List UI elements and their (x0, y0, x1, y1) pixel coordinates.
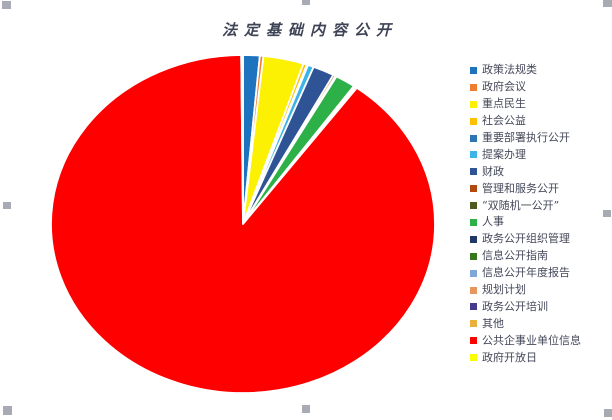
legend-swatch (470, 185, 477, 193)
legend-swatch (470, 151, 477, 159)
legend-item-4[interactable]: 社会公益 (470, 113, 581, 130)
selection-handle-bottom-left[interactable] (3, 406, 12, 415)
legend-item-5[interactable]: 重要部署执行公开 (470, 130, 581, 147)
selection-handle-bottom-right[interactable] (604, 409, 612, 417)
legend-swatch (470, 320, 477, 328)
legend-item-8[interactable]: 管理和服务公开 (470, 180, 581, 197)
legend-label: 其他 (482, 316, 504, 330)
legend-label: 人事 (482, 215, 504, 229)
legend-item-18[interactable]: 政府开放日 (470, 349, 581, 366)
legend-item-11[interactable]: 政务公开组织管理 (470, 231, 581, 248)
legend-item-6[interactable]: 提案办理 (470, 146, 581, 163)
legend-item-3[interactable]: 重点民生 (470, 96, 581, 113)
legend-swatch (470, 252, 477, 260)
legend-label: 规划计划 (482, 283, 526, 297)
legend-label: 信息公开年度报告 (482, 266, 570, 280)
selection-handle-top-left[interactable] (2, 1, 11, 9)
legend-label: 政务公开培训 (482, 299, 548, 313)
legend-label: 政务公开组织管理 (482, 232, 570, 246)
legend-swatch (470, 83, 477, 91)
legend-item-9[interactable]: “双随机一公开” (470, 197, 581, 214)
legend-label: 社会公益 (482, 114, 526, 128)
legend-item-1[interactable]: 政策法规类 (470, 62, 581, 79)
selection-handle-top-center[interactable] (302, 0, 310, 5)
legend-item-14[interactable]: 规划计划 (470, 282, 581, 299)
legend-item-13[interactable]: 信息公开年度报告 (470, 265, 581, 282)
legend-item-17[interactable]: 公共企事业单位信息 (470, 332, 581, 349)
legend-label: 管理和服务公开 (482, 181, 559, 195)
legend-swatch (470, 235, 477, 243)
legend-label: 政府开放日 (482, 350, 537, 364)
legend-swatch (470, 337, 477, 345)
legend-label: 财政 (482, 164, 504, 178)
legend-label: 信息公开指南 (482, 249, 548, 263)
legend-item-15[interactable]: 政务公开培训 (470, 298, 581, 315)
legend-label: 政策法规类 (482, 63, 537, 77)
legend-swatch (470, 134, 477, 142)
legend-swatch (470, 202, 477, 210)
selection-handle-left-middle[interactable] (3, 202, 11, 209)
legend-item-12[interactable]: 信息公开指南 (470, 248, 581, 265)
legend-swatch (470, 354, 477, 362)
legend-swatch (470, 66, 477, 74)
legend: 政策法规类政府会议重点民生社会公益重要部署执行公开 提案办理财政管理和服务公开 “双… (470, 62, 581, 366)
legend-label: 重要部署执行公开 (482, 131, 570, 144)
legend-swatch (470, 303, 477, 311)
legend-item-10[interactable]: 人事 (470, 214, 581, 231)
selection-handle-bottom-center[interactable] (302, 405, 310, 413)
selection-handle-right-middle[interactable] (603, 210, 611, 217)
legend-item-7[interactable]: 财政 (470, 163, 581, 180)
chart-title[interactable]: 法定基础内容公开 (221, 21, 398, 39)
legend-swatch (470, 218, 477, 226)
legend-swatch (470, 269, 477, 277)
pie-slice-18[interactable] (240, 54, 244, 225)
legend-label: 政府会议 (482, 80, 526, 94)
legend-label: 提案办理 (482, 147, 526, 161)
legend-swatch (470, 117, 477, 125)
legend-item-16[interactable]: 其他 (470, 315, 581, 332)
legend-swatch (470, 168, 477, 176)
legend-label: 公共企事业单位信息 (482, 333, 581, 347)
selection-handle-top-right[interactable] (603, 0, 612, 7)
legend-swatch (470, 286, 477, 294)
legend-swatch (470, 100, 477, 108)
legend-label: “双随机一公开” (482, 198, 560, 212)
legend-label: 重点民生 (482, 97, 526, 111)
legend-item-2[interactable]: 政府会议 (470, 79, 581, 96)
